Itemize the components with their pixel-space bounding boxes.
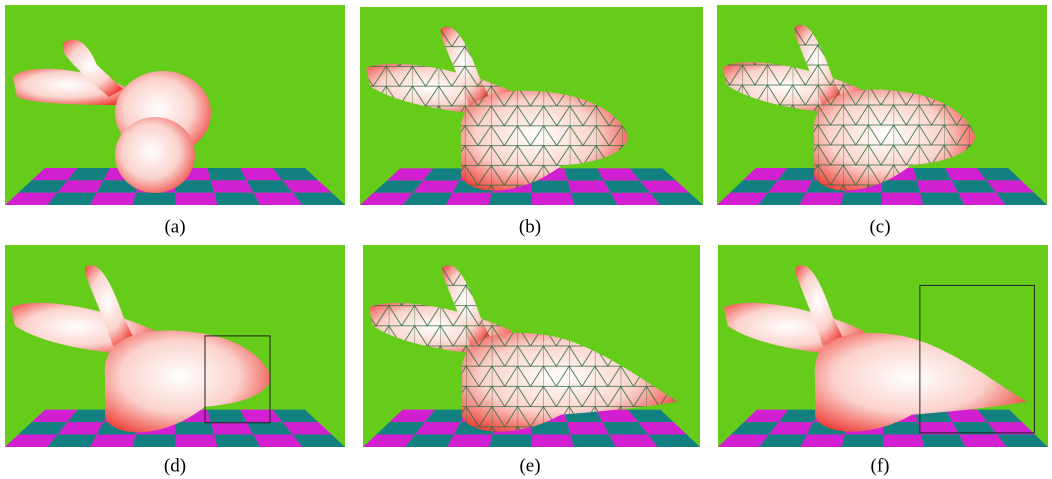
floor-tile: [532, 193, 575, 205]
floor-tile: [447, 435, 492, 447]
floor-tile: [882, 193, 923, 205]
floor-tile: [211, 422, 254, 434]
floor-tile: [208, 410, 247, 422]
floor-tile: [568, 181, 611, 193]
floor-tile: [175, 422, 214, 434]
figure: (a) (b) (c) (d) (e) (f): [0, 0, 1052, 479]
floor-tile: [564, 168, 604, 180]
floor-tile: [446, 193, 492, 205]
panel: [360, 7, 703, 205]
floor-tile: [917, 180, 958, 192]
floor-tile: [175, 435, 218, 447]
panel: [5, 245, 345, 447]
floor-tile: [920, 193, 964, 205]
floor-tile: [883, 435, 924, 447]
caption: (f): [871, 455, 890, 476]
floor-tile: [133, 193, 176, 205]
floor-tile: [208, 168, 247, 180]
floor-tile: [214, 193, 260, 205]
panel: [363, 245, 700, 447]
floor-tile: [90, 193, 136, 205]
floor-tile: [801, 435, 845, 447]
floor-tile: [175, 193, 218, 205]
floor-tile: [211, 180, 254, 192]
caption: (e): [519, 455, 540, 476]
floor-tile: [532, 181, 572, 193]
caption: (b): [519, 216, 541, 237]
caption: (a): [164, 216, 185, 237]
caption: (d): [164, 455, 186, 476]
floor-tile: [914, 168, 952, 180]
floor-tile: [90, 435, 136, 447]
floor-tile: [841, 193, 882, 205]
floor-tile: [489, 193, 532, 205]
bunny-part: [115, 117, 195, 193]
panel: [718, 245, 1048, 447]
floor-tile: [214, 435, 260, 447]
floor-tile: [532, 435, 574, 447]
floor-tile: [882, 180, 920, 192]
floor-tile: [921, 435, 965, 447]
floor-tile: [571, 193, 617, 205]
floor-tile: [567, 422, 609, 434]
floor-tile: [133, 435, 176, 447]
caption: (c): [869, 216, 890, 237]
page: (a)(b)(c)(d)(e)(f) (() => { const data =…: [0, 0, 1052, 479]
panel: [5, 5, 345, 205]
floor-tile: [489, 435, 531, 447]
floor-tile: [570, 435, 615, 447]
panel: [717, 5, 1047, 205]
floor-tile: [842, 435, 883, 447]
floor-tile: [800, 193, 844, 205]
